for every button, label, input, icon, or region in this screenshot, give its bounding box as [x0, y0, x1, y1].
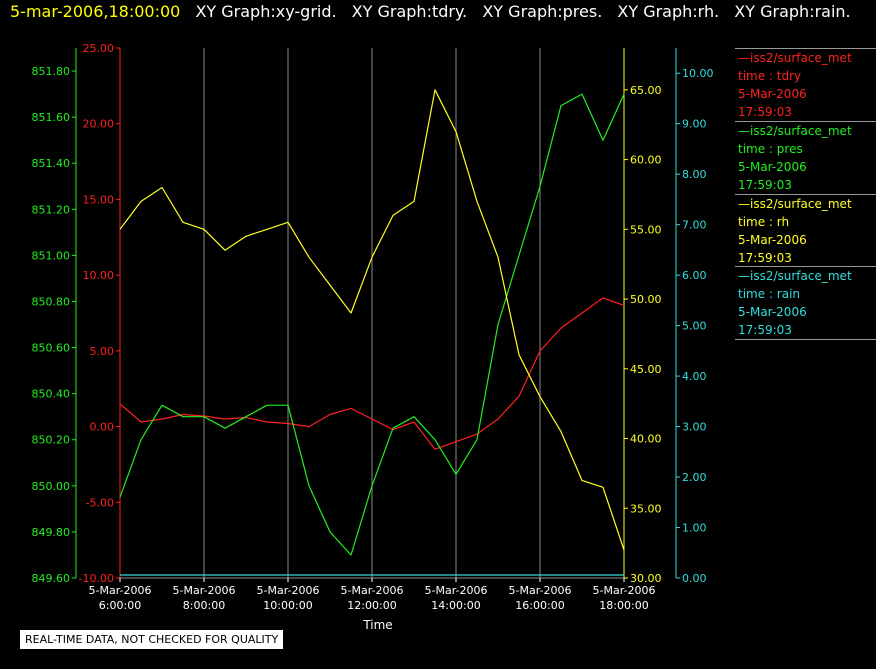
series-lines [119, 89, 625, 576]
legend-date: 5-Mar-2006 [738, 87, 807, 101]
x-tick-time: 18:00:00 [599, 599, 648, 612]
rh-tick-label: 30.00 [630, 572, 662, 585]
rain-tick-label: 8.00 [682, 168, 707, 181]
legend-separator [735, 339, 876, 340]
x-tick-time: 10:00:00 [263, 599, 312, 612]
pres-tick-label: 850.40 [32, 388, 71, 401]
rain-tick-label: 4.00 [682, 370, 707, 383]
tdry-tick-label: -5.00 [86, 496, 114, 509]
tdry-tick-label: 10.00 [83, 269, 115, 282]
x-tick-date: 5-Mar-2006 [593, 584, 656, 597]
legend-time: 17:59:03 [738, 178, 792, 192]
legend-time: 17:59:03 [738, 251, 792, 265]
pres-tick-label: 850.20 [32, 434, 71, 447]
x-axis-label: Time [362, 618, 392, 632]
header: 5-mar-2006,18:00:00 XY Graph:xy-grid. XY… [10, 2, 851, 21]
legend-date: 5-Mar-2006 [738, 160, 807, 174]
legend-tdry[interactable]: —iss2/surface_met time : tdry 5-Mar-2006… [735, 48, 876, 121]
legend-separator [735, 194, 876, 195]
rh-tick-label: 40.00 [630, 433, 662, 446]
legend-time: 17:59:03 [738, 323, 792, 337]
vertical-grid [203, 48, 625, 578]
x-tick-time: 8:00:00 [183, 599, 225, 612]
header-timestamp: 5-mar-2006,18:00:00 [10, 2, 181, 21]
rain-tick-label: 10.00 [682, 67, 714, 80]
rain-tick-label: 0.00 [682, 572, 707, 585]
x-tick-date: 5-Mar-2006 [341, 584, 404, 597]
x-axis-ticks: 5-Mar-2006 6:00:00 5-Mar-2006 8:00:00 5-Mar-… [89, 578, 656, 612]
legend-field: time : rh [738, 215, 790, 229]
legend-separator [735, 121, 876, 122]
tdry-tick-label: 5.00 [90, 345, 115, 358]
x-tick-time: 16:00:00 [515, 599, 564, 612]
x-tick-date: 5-Mar-2006 [425, 584, 488, 597]
legend-rh[interactable]: —iss2/surface_met time : rh 5-Mar-2006 1… [735, 194, 876, 267]
legend-time: 17:59:03 [738, 105, 792, 119]
legend-source: —iss2/surface_met [738, 124, 852, 138]
rain-tick-label: 2.00 [682, 471, 707, 484]
legend-field: time : pres [738, 142, 803, 156]
x-tick-date: 5-Mar-2006 [89, 584, 152, 597]
pres-tick-label: 851.40 [32, 157, 71, 170]
graph-title-rh: XY Graph:rh. [617, 2, 720, 21]
rain-tick-label: 6.00 [682, 269, 707, 282]
x-tick-time: 14:00:00 [431, 599, 480, 612]
x-tick-time: 12:00:00 [347, 599, 396, 612]
rh-tick-label: 35.00 [630, 502, 662, 515]
pres-tick-label: 851.80 [32, 65, 71, 78]
pres-series-line [119, 93, 625, 556]
tdry-tick-label: 0.00 [90, 421, 115, 434]
graph-title-rain: XY Graph:rain. [734, 2, 851, 21]
axes: -10.00 -5.00 0.00 5.00 10.00 15.00 20.00 25.00 8… [32, 42, 714, 585]
legend-source: —iss2/surface_met [738, 269, 852, 283]
legend-rain[interactable]: —iss2/surface_met time : rain 5-Mar-2006… [735, 266, 876, 340]
legend-field: time : rain [738, 287, 801, 301]
legend-field: time : tdry [738, 69, 802, 83]
pres-tick-label: 850.00 [32, 480, 71, 493]
legend-date: 5-Mar-2006 [738, 305, 807, 319]
rain-tick-label: 5.00 [682, 320, 707, 333]
x-tick-date: 5-Mar-2006 [257, 584, 320, 597]
graph-title-xy-grid: XY Graph:xy-grid. [195, 2, 337, 21]
rh-tick-label: 60.00 [630, 154, 662, 167]
rh-tick-label: 65.00 [630, 84, 662, 97]
legend-separator [735, 48, 876, 49]
graph-title-tdry: XY Graph:tdry. [351, 2, 468, 21]
legend-date: 5-Mar-2006 [738, 233, 807, 247]
tdry-series-line [119, 297, 625, 450]
x-tick-time: 6:00:00 [99, 599, 141, 612]
legend-pres[interactable]: —iss2/surface_met time : pres 5-Mar-2006… [735, 121, 876, 194]
rain-tick-label: 3.00 [682, 421, 707, 434]
pres-tick-label: 851.00 [32, 249, 71, 262]
graph-title-pres: XY Graph:pres. [482, 2, 603, 21]
rain-tick-label: 9.00 [682, 118, 707, 131]
rain-tick-label: 7.00 [682, 219, 707, 232]
legend-source: —iss2/surface_met [738, 51, 852, 65]
pres-tick-label: 850.60 [32, 342, 71, 355]
quality-note: REAL-TIME DATA, NOT CHECKED FOR QUALITY [20, 630, 284, 649]
rh-tick-label: 55.00 [630, 223, 662, 236]
legend-source: —iss2/surface_met [738, 197, 852, 211]
rain-tick-label: 1.00 [682, 522, 707, 535]
tdry-tick-label: 25.00 [83, 42, 115, 55]
rh-tick-label: 50.00 [630, 293, 662, 306]
rh-series-line [119, 89, 625, 551]
rh-tick-label: 45.00 [630, 363, 662, 376]
pres-tick-label: 850.80 [32, 295, 71, 308]
tdry-tick-label: -10.00 [79, 572, 114, 585]
pres-tick-label: 849.60 [32, 572, 71, 585]
x-tick-date: 5-Mar-2006 [509, 584, 572, 597]
pres-tick-label: 851.20 [32, 203, 71, 216]
legend-separator [735, 266, 876, 267]
pres-tick-label: 849.80 [32, 526, 71, 539]
pres-tick-label: 851.60 [32, 111, 71, 124]
tdry-tick-label: 15.00 [83, 193, 115, 206]
x-tick-date: 5-Mar-2006 [173, 584, 236, 597]
tdry-tick-label: 20.00 [83, 118, 115, 131]
